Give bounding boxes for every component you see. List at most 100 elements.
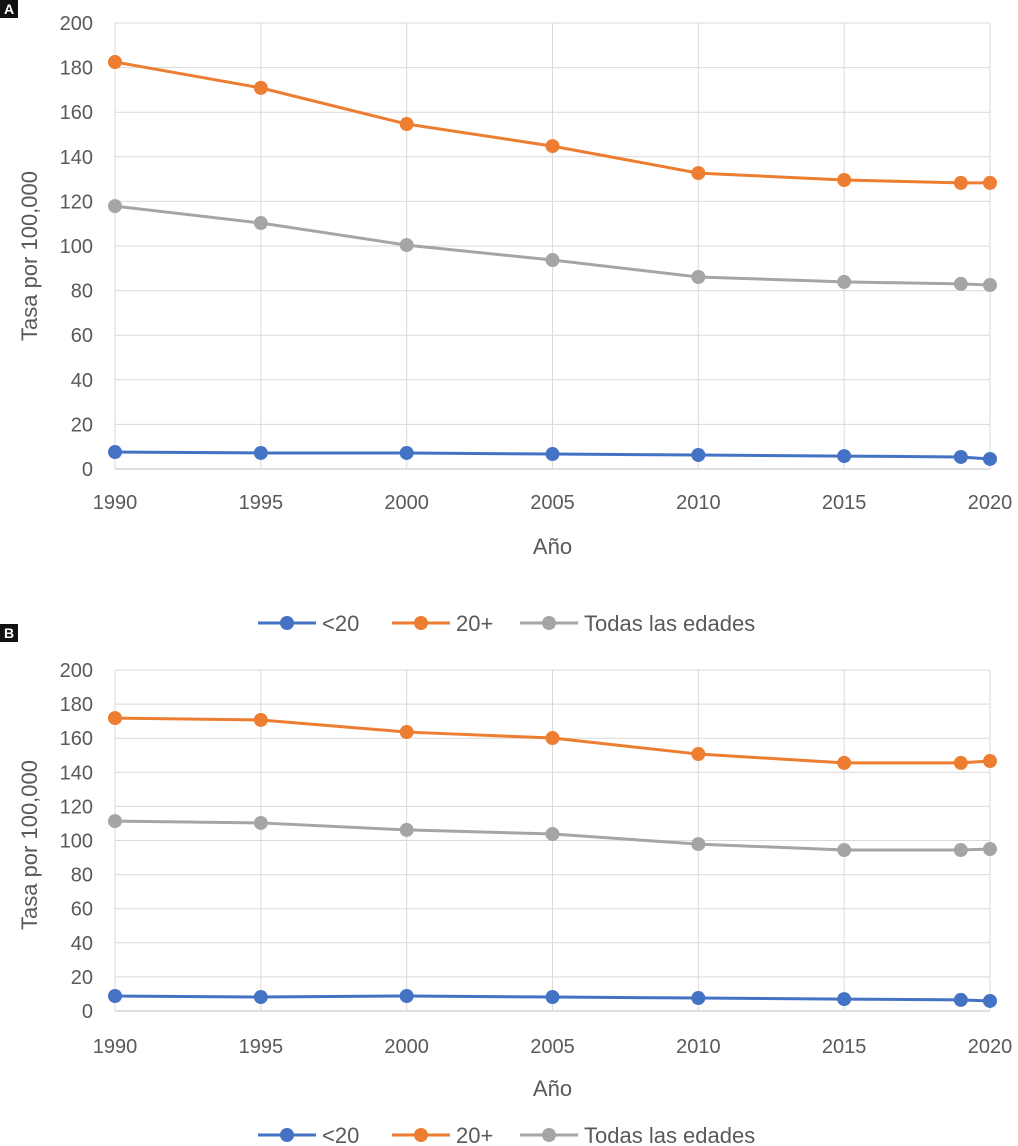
chart-a-legend-label: <20: [322, 611, 359, 636]
panel-label-a: A: [0, 0, 18, 18]
chart-a-x-tick-label: 2015: [822, 492, 867, 514]
chart-b-y-tick-label: 160: [60, 728, 93, 750]
chart-a-x-tick-label: 1995: [239, 492, 284, 514]
chart-a-y-tick-label: 0: [82, 459, 93, 481]
chart-b-data-point: [108, 711, 122, 726]
chart-b-series-line: [114, 994, 991, 1003]
chart-a-data-point: [837, 449, 852, 464]
chart-a-y-tick-label: 160: [60, 102, 93, 124]
chart-a-y-tick-label: 100: [60, 236, 93, 258]
chart-a-data-point: [983, 175, 997, 190]
chart-a-y-tick-label: 140: [60, 147, 93, 169]
chart-b-x-tick-label: 1990: [93, 1036, 138, 1058]
chart-b-data-point: [691, 991, 706, 1006]
chart-a-legend-marker: [542, 616, 556, 630]
chart-a-x-tick-label: 2020: [968, 492, 1013, 514]
chart-a-data-point: [837, 172, 852, 187]
chart-b-data-point: [691, 747, 706, 762]
chart-a-series-line: [114, 60, 990, 185]
chart-a-data-point: [545, 447, 560, 462]
chart-a-data-point: [545, 139, 560, 154]
chart-a-data-point: [983, 451, 997, 466]
chart-a-x-axis-title: Año: [533, 534, 572, 559]
chart-a-data-point: [983, 278, 997, 293]
chart-a-x-tick-label: 2000: [384, 492, 429, 514]
chart-b-data-point: [953, 992, 968, 1007]
chart-a-data-point: [953, 276, 968, 291]
chart-b-data-point: [399, 725, 414, 740]
chart-b-data-point: [837, 755, 852, 770]
chart-a-y-tick-label: 40: [71, 370, 93, 392]
chart-a-data-point: [691, 269, 706, 284]
chart-b-data-point: [253, 990, 268, 1005]
chart-b-legend-label: 20+: [456, 1123, 493, 1146]
chart-b-y-tick-label: 200: [60, 660, 93, 682]
chart-a-x-tick-label: 2010: [676, 492, 721, 514]
chart-a-x-tick-label: 1990: [93, 492, 138, 514]
chart-b-legend-marker: [414, 1128, 428, 1142]
chart-b-data-point: [953, 755, 968, 770]
chart-a-y-tick-label: 180: [60, 58, 93, 80]
chart-a-y-tick-label: 20: [71, 414, 93, 436]
chart-b-legend-marker: [542, 1128, 556, 1142]
chart-a-y-tick-label: 120: [60, 191, 93, 213]
chart-b-data-point: [545, 827, 560, 842]
chart-b-data-point: [837, 992, 852, 1007]
chart-a-data-point: [253, 445, 268, 460]
chart-b-data-point: [108, 814, 122, 829]
chart-b-y-tick-label: 120: [60, 796, 93, 818]
chart-b-x-tick-label: 2020: [968, 1036, 1013, 1058]
chart-b-legend-label: <20: [322, 1123, 359, 1146]
chart-b-series-line: [114, 716, 991, 765]
chart-b-data-point: [953, 843, 968, 858]
chart-a-legend-label: Todas las edades: [584, 611, 755, 636]
chart-b-data-point: [691, 837, 706, 852]
chart-a-data-point: [691, 166, 706, 181]
chart-b-y-tick-label: 60: [71, 899, 93, 921]
chart-b-y-axis-title: Tasa por 100,000: [17, 760, 42, 930]
chart-a-data-point: [399, 117, 414, 132]
chart-b-data-point: [983, 754, 997, 769]
chart-a-legend-marker: [414, 616, 428, 630]
chart-a-y-axis-title: Tasa por 100,000: [17, 171, 42, 341]
chart-b-x-tick-label: 2000: [384, 1036, 429, 1058]
chart-a-series-line: [114, 204, 991, 287]
chart-a-legend-label: 20+: [456, 611, 493, 636]
chart-b-y-tick-label: 0: [82, 1001, 93, 1023]
chart-b-data-point: [837, 843, 852, 858]
chart-a-data-point: [108, 199, 122, 214]
chart-b-data-point: [983, 842, 997, 857]
chart-a-data-point: [399, 445, 414, 460]
chart-b-y-tick-label: 140: [60, 762, 93, 784]
chart-a-data-point: [253, 216, 268, 231]
chart-a-y-tick-label: 80: [71, 281, 93, 303]
chart-b-data-point: [399, 822, 414, 837]
chart-b-y-tick-label: 40: [71, 933, 93, 955]
chart-a-data-point: [108, 445, 122, 460]
chart-a-data-point: [953, 175, 968, 190]
chart-a-legend-marker: [280, 616, 294, 630]
chart-b-y-tick-label: 20: [71, 967, 93, 989]
chart-a-data-point: [108, 55, 122, 70]
chart-b-x-tick-label: 2005: [530, 1036, 575, 1058]
chart-b-data-point: [253, 712, 268, 727]
chart-a-data-point: [253, 80, 268, 95]
chart-b-x-tick-label: 2015: [822, 1036, 867, 1058]
chart-a-data-point: [545, 253, 560, 268]
chart-b-legend-marker: [280, 1128, 294, 1142]
chart-b-data-point: [399, 988, 414, 1003]
chart-b-y-tick-label: 100: [60, 831, 93, 853]
chart-b-x-tick-label: 1995: [239, 1036, 284, 1058]
chart-a-data-point: [837, 274, 852, 289]
chart-b-data-point: [545, 990, 560, 1005]
chart-a-x-tick-label: 2005: [530, 492, 575, 514]
chart-a-data-point: [399, 238, 414, 253]
chart-a-series-line: [114, 450, 991, 461]
chart-a-y-tick-label: 60: [71, 325, 93, 347]
chart-a-y-tick-label: 200: [60, 13, 93, 35]
chart-b-y-tick-label: 80: [71, 865, 93, 887]
chart-b-series-line: [114, 819, 991, 852]
chart-b-data-point: [545, 731, 560, 746]
chart-a-data-point: [691, 447, 706, 462]
